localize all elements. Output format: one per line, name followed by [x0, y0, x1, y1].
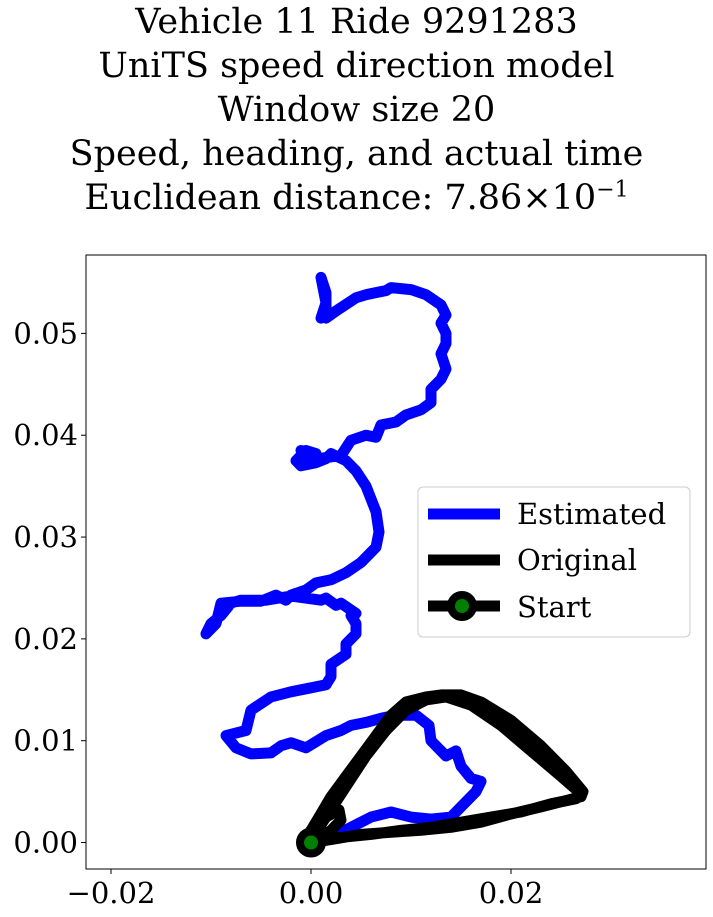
start-marker: [296, 827, 326, 858]
distance-label: Euclidean distance:: [84, 178, 445, 218]
series-line-estimated: [200, 271, 487, 848]
x-tick-label: 0.02: [479, 876, 544, 910]
legend: Estimated Original Start: [417, 486, 691, 638]
legend-label-estimated: Estimated: [517, 497, 666, 531]
x-tick-label: −0.02: [67, 876, 156, 910]
y-tick-label: 0.01: [13, 724, 78, 758]
legend-label-start: Start: [517, 590, 592, 624]
legend-marker-start: [447, 591, 477, 621]
distance-exponent: −1: [596, 177, 629, 203]
y-tick-label: 0.02: [13, 622, 78, 656]
distance-mantissa: 7.86: [444, 178, 523, 218]
y-tick-label: 0.05: [13, 316, 78, 350]
title-line-3: Window size 20: [217, 90, 496, 130]
chart-title: Vehicle 11 Ride 9291283 UniTS speed dire…: [0, 0, 713, 220]
title-line-1: Vehicle 11 Ride 9291283: [135, 2, 578, 42]
legend-label-original: Original: [517, 543, 637, 577]
distance-base: 10: [551, 178, 597, 218]
y-tick-label: 0.04: [13, 418, 78, 452]
title-line-5: Euclidean distance: 7.86×10−1: [0, 176, 713, 220]
legend-box: [417, 486, 691, 638]
distance-times: ×: [522, 178, 552, 218]
y-tick-label: 0.00: [13, 826, 78, 860]
plot-frame: [85, 254, 707, 870]
title-line-2: UniTS speed direction model: [98, 46, 615, 86]
y-tick-label: 0.03: [13, 520, 78, 554]
x-tick-label: 0.00: [279, 876, 344, 910]
title-line-4: Speed, heading, and actual time: [69, 134, 644, 174]
